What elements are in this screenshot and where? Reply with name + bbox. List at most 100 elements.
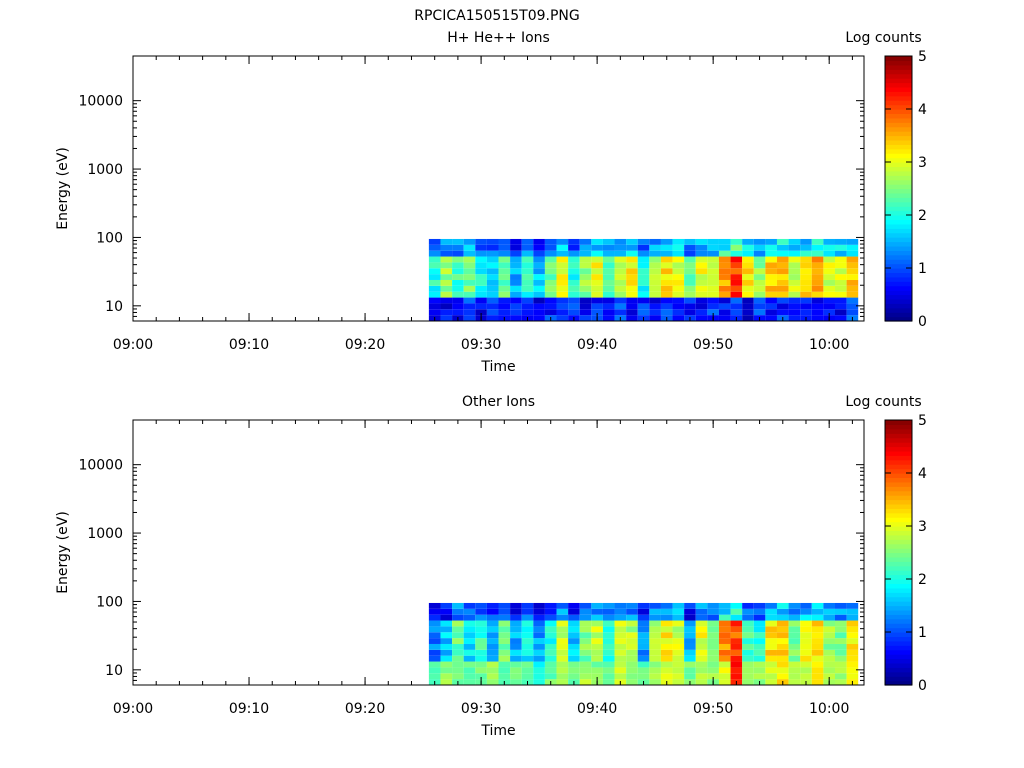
heatmap-cell (834, 303, 847, 310)
heatmap-cell (788, 238, 801, 245)
heatmap-cell (637, 608, 650, 615)
heatmap-cell (614, 303, 627, 310)
heatmap-cell (649, 238, 661, 245)
heatmap-cell (486, 244, 499, 251)
heatmap-cell (556, 608, 569, 615)
heatmap-cell (649, 244, 661, 251)
heatmap-cell (811, 626, 824, 633)
heatmap-cell (579, 602, 592, 609)
heatmap-cell (765, 274, 777, 280)
heatmap-cell (707, 274, 719, 280)
heatmap-cell (649, 297, 661, 304)
heatmap-cell (452, 274, 464, 280)
heatmap-cell (440, 679, 453, 685)
heatmap-cell (718, 262, 731, 269)
heatmap-cell (800, 303, 812, 310)
heatmap-cell (556, 250, 569, 257)
heatmap-cell (475, 279, 487, 286)
heatmap-cell (521, 608, 534, 615)
heatmap-cell (626, 667, 638, 674)
heatmap-cell (602, 638, 615, 644)
colorbar-segment (885, 574, 912, 580)
heatmap-cell (637, 238, 650, 245)
colorbar-segment (885, 627, 912, 633)
heatmap-cell (568, 643, 580, 650)
heatmap-cell (440, 250, 453, 257)
heatmap-cell (486, 667, 499, 674)
heatmap-cell (556, 244, 569, 251)
heatmap-cell (637, 285, 650, 292)
heatmap-cell (637, 667, 650, 674)
heatmap-cell (660, 667, 673, 674)
heatmap-cell (765, 667, 777, 674)
colorbar-segment (885, 126, 912, 132)
heatmap-cell (544, 268, 557, 275)
heatmap-cell (452, 632, 464, 639)
heatmap-cell (510, 608, 522, 615)
heatmap-cell (463, 274, 476, 280)
heatmap-cell (463, 614, 476, 621)
heatmap-cell (452, 614, 464, 621)
heatmap-cell (568, 262, 580, 269)
heatmap-cell (672, 679, 685, 685)
heatmap-cell (846, 309, 859, 316)
heatmap-cell (742, 279, 754, 286)
colorbar-label: Log counts (845, 30, 921, 46)
heatmap-cell (742, 238, 754, 245)
heatmap-cell (707, 238, 719, 245)
heatmap-cell (463, 285, 476, 292)
heatmap-cell (568, 661, 580, 668)
heatmap-cell (753, 309, 766, 316)
heatmap-cell (579, 315, 592, 321)
heatmap-cell (568, 268, 580, 275)
heatmap-cell (776, 279, 789, 286)
heatmap-cell (626, 309, 638, 316)
heatmap-cell (730, 602, 743, 609)
heatmap-cell (660, 643, 673, 650)
heatmap-cell (672, 250, 685, 257)
heatmap-cell (602, 297, 615, 304)
heatmap-cell (614, 632, 627, 639)
heatmap-cell (568, 673, 580, 680)
heatmap-cell (475, 297, 487, 304)
heatmap-cell (811, 602, 824, 609)
heatmap-cell (660, 268, 673, 275)
heatmap-cell (742, 673, 754, 680)
colorbar-segment (885, 73, 912, 79)
heatmap-cell (510, 291, 522, 298)
heatmap-cell (533, 262, 545, 269)
heatmap-cell (556, 602, 569, 609)
heatmap-cell (742, 655, 754, 662)
heatmap-cell (823, 309, 835, 316)
heatmap-cell (718, 602, 731, 609)
heatmap-cell (753, 285, 766, 292)
heatmap-cell (556, 667, 569, 674)
heatmap-cell (498, 268, 511, 275)
heatmap-cell (753, 620, 766, 627)
colorbar-segment (885, 60, 912, 66)
heatmap-cell (811, 667, 824, 674)
heatmap-cell (591, 626, 603, 633)
heatmap-cell (811, 238, 824, 245)
heatmap-cell (834, 655, 847, 662)
heatmap-cell (742, 614, 754, 621)
heatmap-cell (695, 268, 708, 275)
heatmap-cell (579, 238, 592, 245)
heatmap-cell (614, 262, 627, 269)
heatmap-cell (707, 250, 719, 257)
heatmap-cell (544, 256, 557, 263)
heatmap-cell (823, 638, 835, 644)
heatmap-cell (800, 632, 812, 639)
heatmap-cell (637, 309, 650, 316)
heatmap-cell (834, 638, 847, 644)
heatmap-cell (776, 297, 789, 304)
heatmap-cell (730, 655, 743, 662)
heatmap-cell (672, 661, 685, 668)
heatmap-cell (649, 620, 661, 627)
heatmap-cell (591, 655, 603, 662)
heatmap-cell (742, 638, 754, 644)
heatmap-cell (486, 256, 499, 263)
heatmap-cell (823, 655, 835, 662)
colorbar-segment (885, 64, 912, 70)
heatmap-cell (753, 638, 766, 644)
